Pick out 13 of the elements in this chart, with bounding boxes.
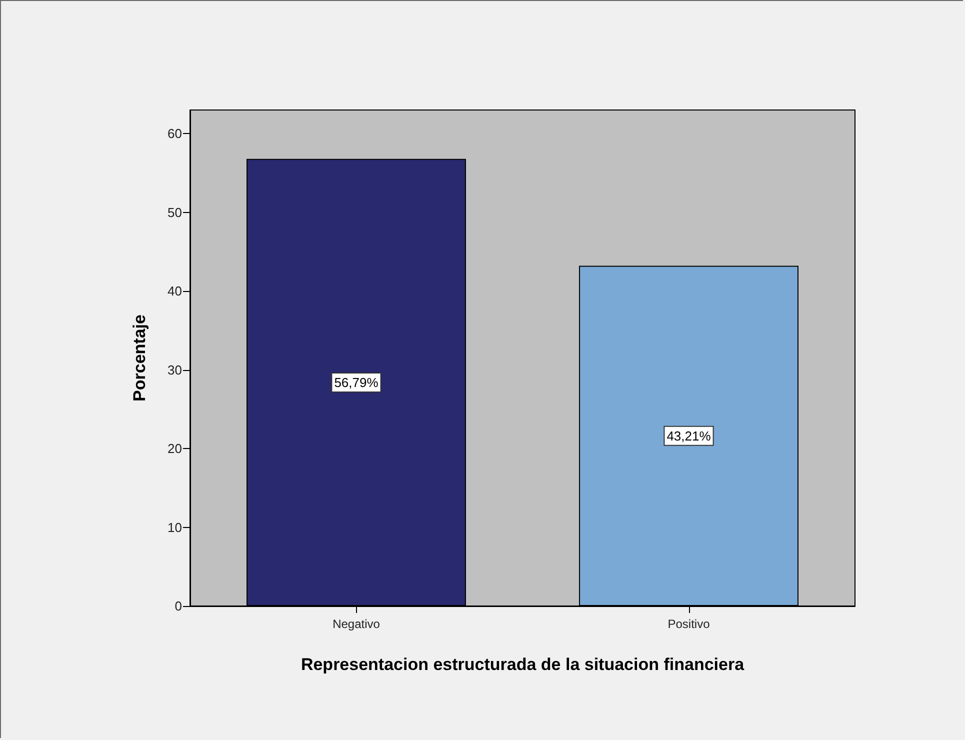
data-label: 43,21% [666, 428, 712, 444]
data-label: 56,79% [334, 374, 379, 390]
y-tick-label: 30 [168, 362, 182, 378]
y-axis-title: Porcentaje [130, 314, 149, 402]
y-tick-label: 0 [174, 598, 182, 614]
y-tick-label: 10 [168, 520, 182, 535]
y-tick-label: 60 [168, 126, 182, 142]
y-tick-label: 20 [168, 441, 182, 456]
y-tick-label: 50 [168, 204, 182, 220]
x-tick-label: Positivo [668, 617, 710, 631]
x-axis-title: Representacion estructurada de la situacion financiera [300, 655, 745, 674]
y-tick-label: 40 [168, 284, 182, 299]
x-tick-label: Negativo [332, 617, 380, 631]
